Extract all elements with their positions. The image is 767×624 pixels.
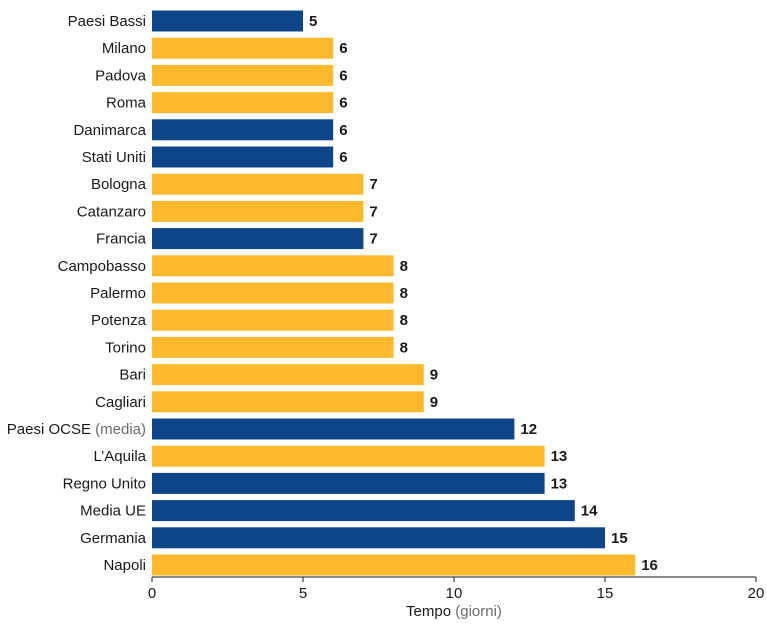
value-label-6: 7 [369,176,377,193]
bar-1 [152,37,334,59]
bar-19 [152,527,605,549]
bar-18 [152,500,575,522]
value-label-0: 5 [309,13,317,30]
x-axis-title-unit: (giorni) [455,603,502,620]
value-label-15: 12 [520,421,537,438]
bar-4 [152,119,334,141]
value-label-13: 9 [430,367,438,384]
category-label-5: Stati Uniti [82,149,146,166]
bar-15 [152,418,515,440]
bar-0 [152,10,303,32]
category-label-12: Torino [105,339,146,356]
x-tick-label-2: 10 [446,585,463,602]
value-label-11: 8 [400,312,408,329]
x-tick-label-4: 20 [748,585,765,602]
category-label-0: Paesi Bassi [68,13,146,30]
category-label-7: Catanzaro [77,203,146,220]
category-label-8: Francia [96,231,147,248]
value-label-16: 13 [551,448,568,465]
bars-group [152,10,636,576]
x-tick-label-0: 0 [148,585,156,602]
bar-13 [152,364,424,386]
value-label-2: 6 [339,67,347,84]
value-label-14: 9 [430,394,438,411]
bar-17 [152,472,545,494]
category-label-1: Milano [102,40,146,57]
category-label-20: Napoli [103,557,146,574]
bar-3 [152,92,334,114]
category-label-6: Bologna [91,176,147,193]
category-label-18: Media UE [80,503,146,520]
value-label-3: 6 [339,95,347,112]
x-axis-title-main: Tempo [406,603,455,620]
category-label-11: Potenza [91,312,147,329]
value-label-8: 7 [369,231,377,248]
value-label-5: 6 [339,149,347,166]
x-tick-label-1: 5 [299,585,307,602]
value-label-4: 6 [339,122,347,139]
bar-2 [152,64,334,86]
value-label-9: 8 [400,258,408,275]
value-label-12: 8 [400,339,408,356]
value-label-18: 14 [581,503,598,520]
bar-10 [152,282,394,304]
bar-16 [152,445,545,467]
bar-8 [152,228,364,250]
value-label-1: 6 [339,40,347,57]
bar-7 [152,200,364,222]
value-label-7: 7 [369,203,377,220]
x-axis-ticks: 0 5 10 15 20 [148,577,765,602]
category-label-3: Roma [106,95,147,112]
category-label-17: Regno Unito [63,475,146,492]
bar-5 [152,146,334,168]
category-label-4: Danimarca [73,122,146,139]
category-label-19: Germania [80,530,147,547]
category-labels: Paesi Bassi Milano Padova Roma Danimarca Stat… [7,13,147,574]
value-labels: 5 6 6 6 6 6 7 7 7 8 8 8 8 9 9 12 13 13 14 15 16 [309,13,658,574]
bar-14 [152,391,424,413]
bar-9 [152,255,394,277]
bar-12 [152,336,394,358]
category-label-16: L’Aquila [93,448,146,465]
x-axis-title: Tempo (giorni) [406,603,502,620]
category-label-2: Padova [95,67,147,84]
category-label-9: Campobasso [58,258,146,275]
value-label-17: 13 [551,475,568,492]
bar-20 [152,554,636,576]
category-label-15: Paesi OCSE (media) [7,421,146,438]
value-label-20: 16 [641,557,658,574]
x-tick-label-3: 15 [597,585,614,602]
category-label-13: Bari [119,367,146,384]
bar-6 [152,173,364,195]
category-label-14: Cagliari [95,394,146,411]
value-label-10: 8 [400,285,408,302]
value-label-19: 15 [611,530,628,547]
bar-11 [152,309,394,331]
category-label-10: Palermo [90,285,146,302]
